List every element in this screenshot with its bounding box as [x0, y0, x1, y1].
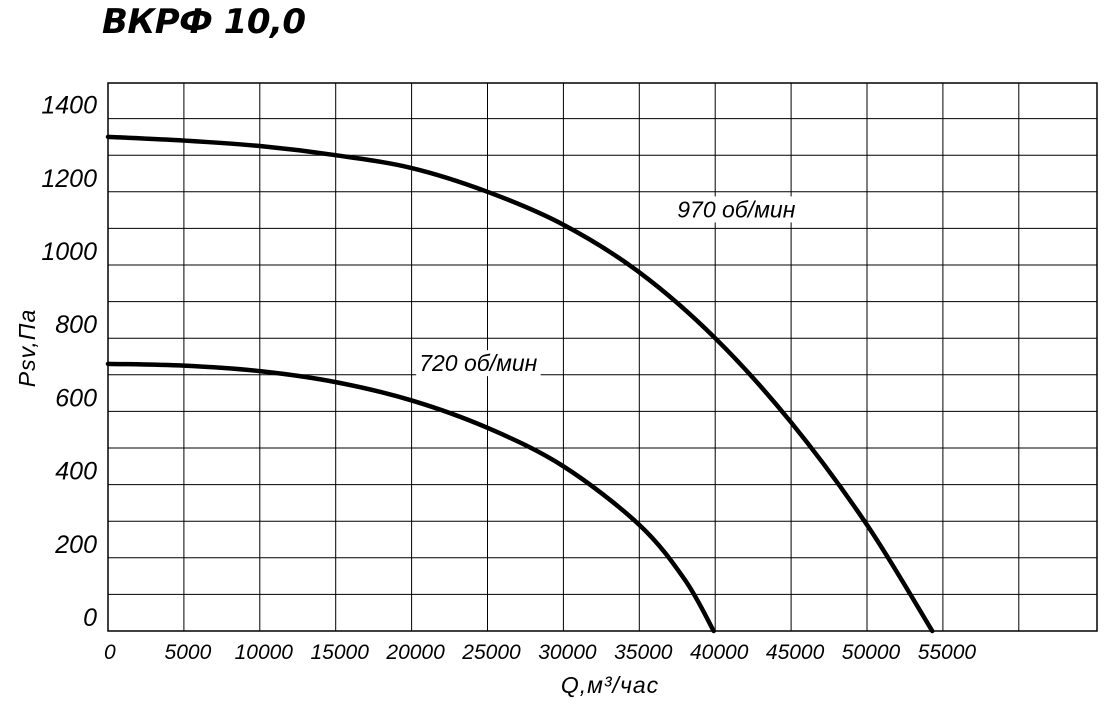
x-axis-label: Q,м³/час	[561, 672, 659, 698]
y-tick-label: 1000	[41, 238, 97, 266]
x-tick-label: 45000	[766, 641, 825, 664]
grid	[108, 83, 1097, 631]
x-tick-label: 15000	[310, 641, 369, 664]
y-tick-label: 400	[55, 458, 97, 486]
x-tick-label: 35000	[614, 641, 673, 664]
series-layer	[105, 134, 935, 634]
x-tick-label: 5000	[165, 641, 212, 664]
y-axis-label: Psv,Па	[14, 309, 40, 387]
y-tick-label: 1200	[41, 165, 97, 193]
series-line-970	[105, 134, 935, 634]
y-tick-label: 600	[55, 384, 97, 412]
x-tick-labels: 0 5000 10000 15000 20000 25000 30000 35000 40000…	[104, 641, 976, 664]
x-tick-label: 25000	[461, 641, 521, 664]
x-tick-label: 50000	[842, 641, 901, 664]
y-tick-label: 0	[83, 604, 97, 632]
y-tick-label: 800	[55, 311, 97, 339]
y-tick-label: 1400	[41, 92, 97, 120]
series-label-background	[416, 350, 541, 377]
x-tick-label: 30000	[538, 641, 597, 664]
chart-title: ВКРФ 10,0	[102, 2, 306, 42]
x-tick-label: 55000	[918, 641, 977, 664]
series-label-background	[674, 196, 799, 223]
y-tick-label: 200	[54, 531, 97, 559]
series-label: 720 об/мин	[419, 350, 537, 376]
series-labels: 970 об/мин 720 об/мин	[416, 196, 799, 377]
series-line-720	[105, 361, 716, 634]
series-label: 970 об/мин	[677, 196, 795, 222]
x-tick-label: 0	[104, 641, 116, 664]
x-tick-label: 20000	[385, 641, 445, 664]
plot-frame	[107, 82, 1098, 632]
x-tick-label: 10000	[235, 641, 294, 664]
y-tick-labels: 0 200 400 600 800 1000 1200 1400	[41, 92, 97, 632]
x-tick-label: 40000	[690, 641, 749, 664]
